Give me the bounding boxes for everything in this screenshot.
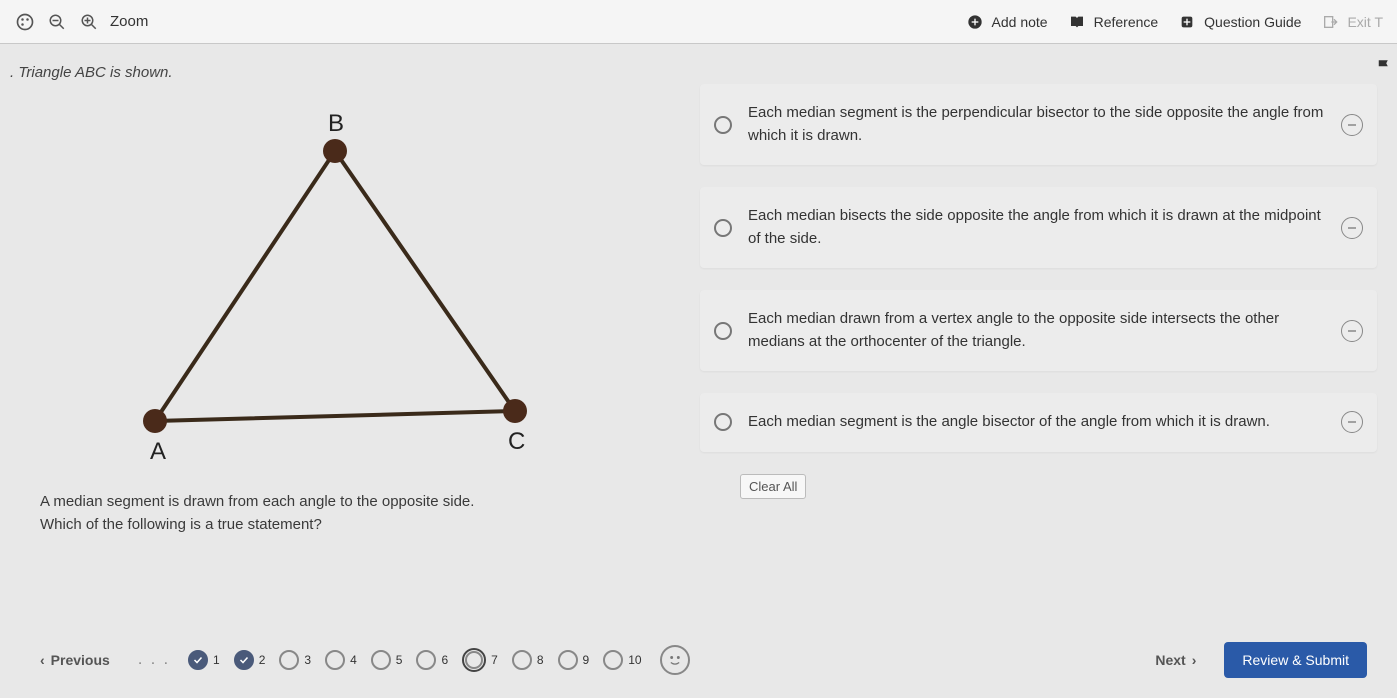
eliminate-b[interactable] <box>1341 217 1363 239</box>
question-nav-10[interactable]: 10 <box>603 650 641 670</box>
question-nav-6[interactable]: 6 <box>416 650 448 670</box>
previous-label: Previous <box>51 652 110 668</box>
plus-circle-icon <box>964 11 986 33</box>
eliminate-c[interactable] <box>1341 320 1363 342</box>
clear-all-button[interactable]: Clear All <box>740 474 806 499</box>
question-text: A median segment is drawn from each angl… <box>10 491 680 536</box>
radio-d[interactable] <box>714 413 732 431</box>
triangle-diagram: A B C <box>85 91 605 471</box>
option-a-text: Each median segment is the perpendicular… <box>748 102 1325 147</box>
next-label: Next <box>1155 652 1185 668</box>
question-line1: A median segment is drawn from each angl… <box>40 491 680 514</box>
feedback-smiley[interactable] <box>660 645 690 675</box>
more-dots: . . . <box>138 651 170 669</box>
add-note-label: Add note <box>992 14 1048 30</box>
exit-icon <box>1319 11 1341 33</box>
question-nav-7[interactable]: 7 <box>462 648 498 672</box>
reference-button[interactable]: Reference <box>1066 11 1159 33</box>
radio-b[interactable] <box>714 219 732 237</box>
radio-a[interactable] <box>714 116 732 134</box>
options-pane: Each median segment is the perpendicular… <box>700 54 1397 624</box>
exit-button[interactable]: Exit T <box>1319 11 1383 33</box>
question-nav-2[interactable]: 2 <box>234 650 266 670</box>
question-nav-1[interactable]: 1 <box>188 650 220 670</box>
option-d[interactable]: Each median segment is the angle bisecto… <box>700 393 1377 452</box>
question-nav-5[interactable]: 5 <box>371 650 403 670</box>
exit-label: Exit T <box>1347 14 1383 30</box>
question-number-row: 123456789 10 <box>188 648 642 672</box>
zoom-in-icon[interactable] <box>78 11 100 33</box>
radio-c[interactable] <box>714 322 732 340</box>
question-nav-3[interactable]: 3 <box>279 650 311 670</box>
eliminate-d[interactable] <box>1341 411 1363 433</box>
zoom-label: Zoom <box>110 13 148 30</box>
book-icon <box>1066 11 1088 33</box>
review-submit-button[interactable]: Review & Submit <box>1224 642 1367 678</box>
option-c[interactable]: Each median drawn from a vertex angle to… <box>700 290 1377 371</box>
reference-label: Reference <box>1094 14 1159 30</box>
previous-button[interactable]: ‹Previous <box>30 646 120 674</box>
add-note-button[interactable]: Add note <box>964 11 1048 33</box>
question-guide-label: Question Guide <box>1204 14 1301 30</box>
option-a[interactable]: Each median segment is the perpendicular… <box>700 84 1377 165</box>
vertex-label-b: B <box>328 110 344 137</box>
question-nav-4[interactable]: 4 <box>325 650 357 670</box>
question-intro: . Triangle ABC is shown. <box>10 64 680 81</box>
question-guide-button[interactable]: Question Guide <box>1176 11 1301 33</box>
content-area: . Triangle ABC is shown. A B C A median … <box>0 44 1397 624</box>
footer-nav: ‹Previous . . . 123456789 10 Next› Review… <box>0 632 1397 688</box>
eliminate-a[interactable] <box>1341 114 1363 136</box>
option-c-text: Each median drawn from a vertex angle to… <box>748 308 1325 353</box>
question-nav-8[interactable]: 8 <box>512 650 544 670</box>
zoom-out-icon[interactable] <box>46 11 68 33</box>
option-b[interactable]: Each median bisects the side opposite th… <box>700 187 1377 268</box>
question-pane: . Triangle ABC is shown. A B C A median … <box>0 54 700 624</box>
flag-icon[interactable] <box>1375 58 1393 81</box>
guide-icon <box>1176 11 1198 33</box>
next-button[interactable]: Next› <box>1145 646 1206 674</box>
vertex-label-a: A <box>150 438 166 465</box>
question-nav-9[interactable]: 9 <box>558 650 590 670</box>
palette-icon[interactable] <box>14 11 36 33</box>
option-d-text: Each median segment is the angle bisecto… <box>748 411 1325 434</box>
toolbar: Zoom Add note Reference Question Guide E <box>0 0 1397 44</box>
question-line2: Which of the following is a true stateme… <box>40 514 680 537</box>
vertex-label-c: C <box>508 428 525 455</box>
option-b-text: Each median bisects the side opposite th… <box>748 205 1325 250</box>
